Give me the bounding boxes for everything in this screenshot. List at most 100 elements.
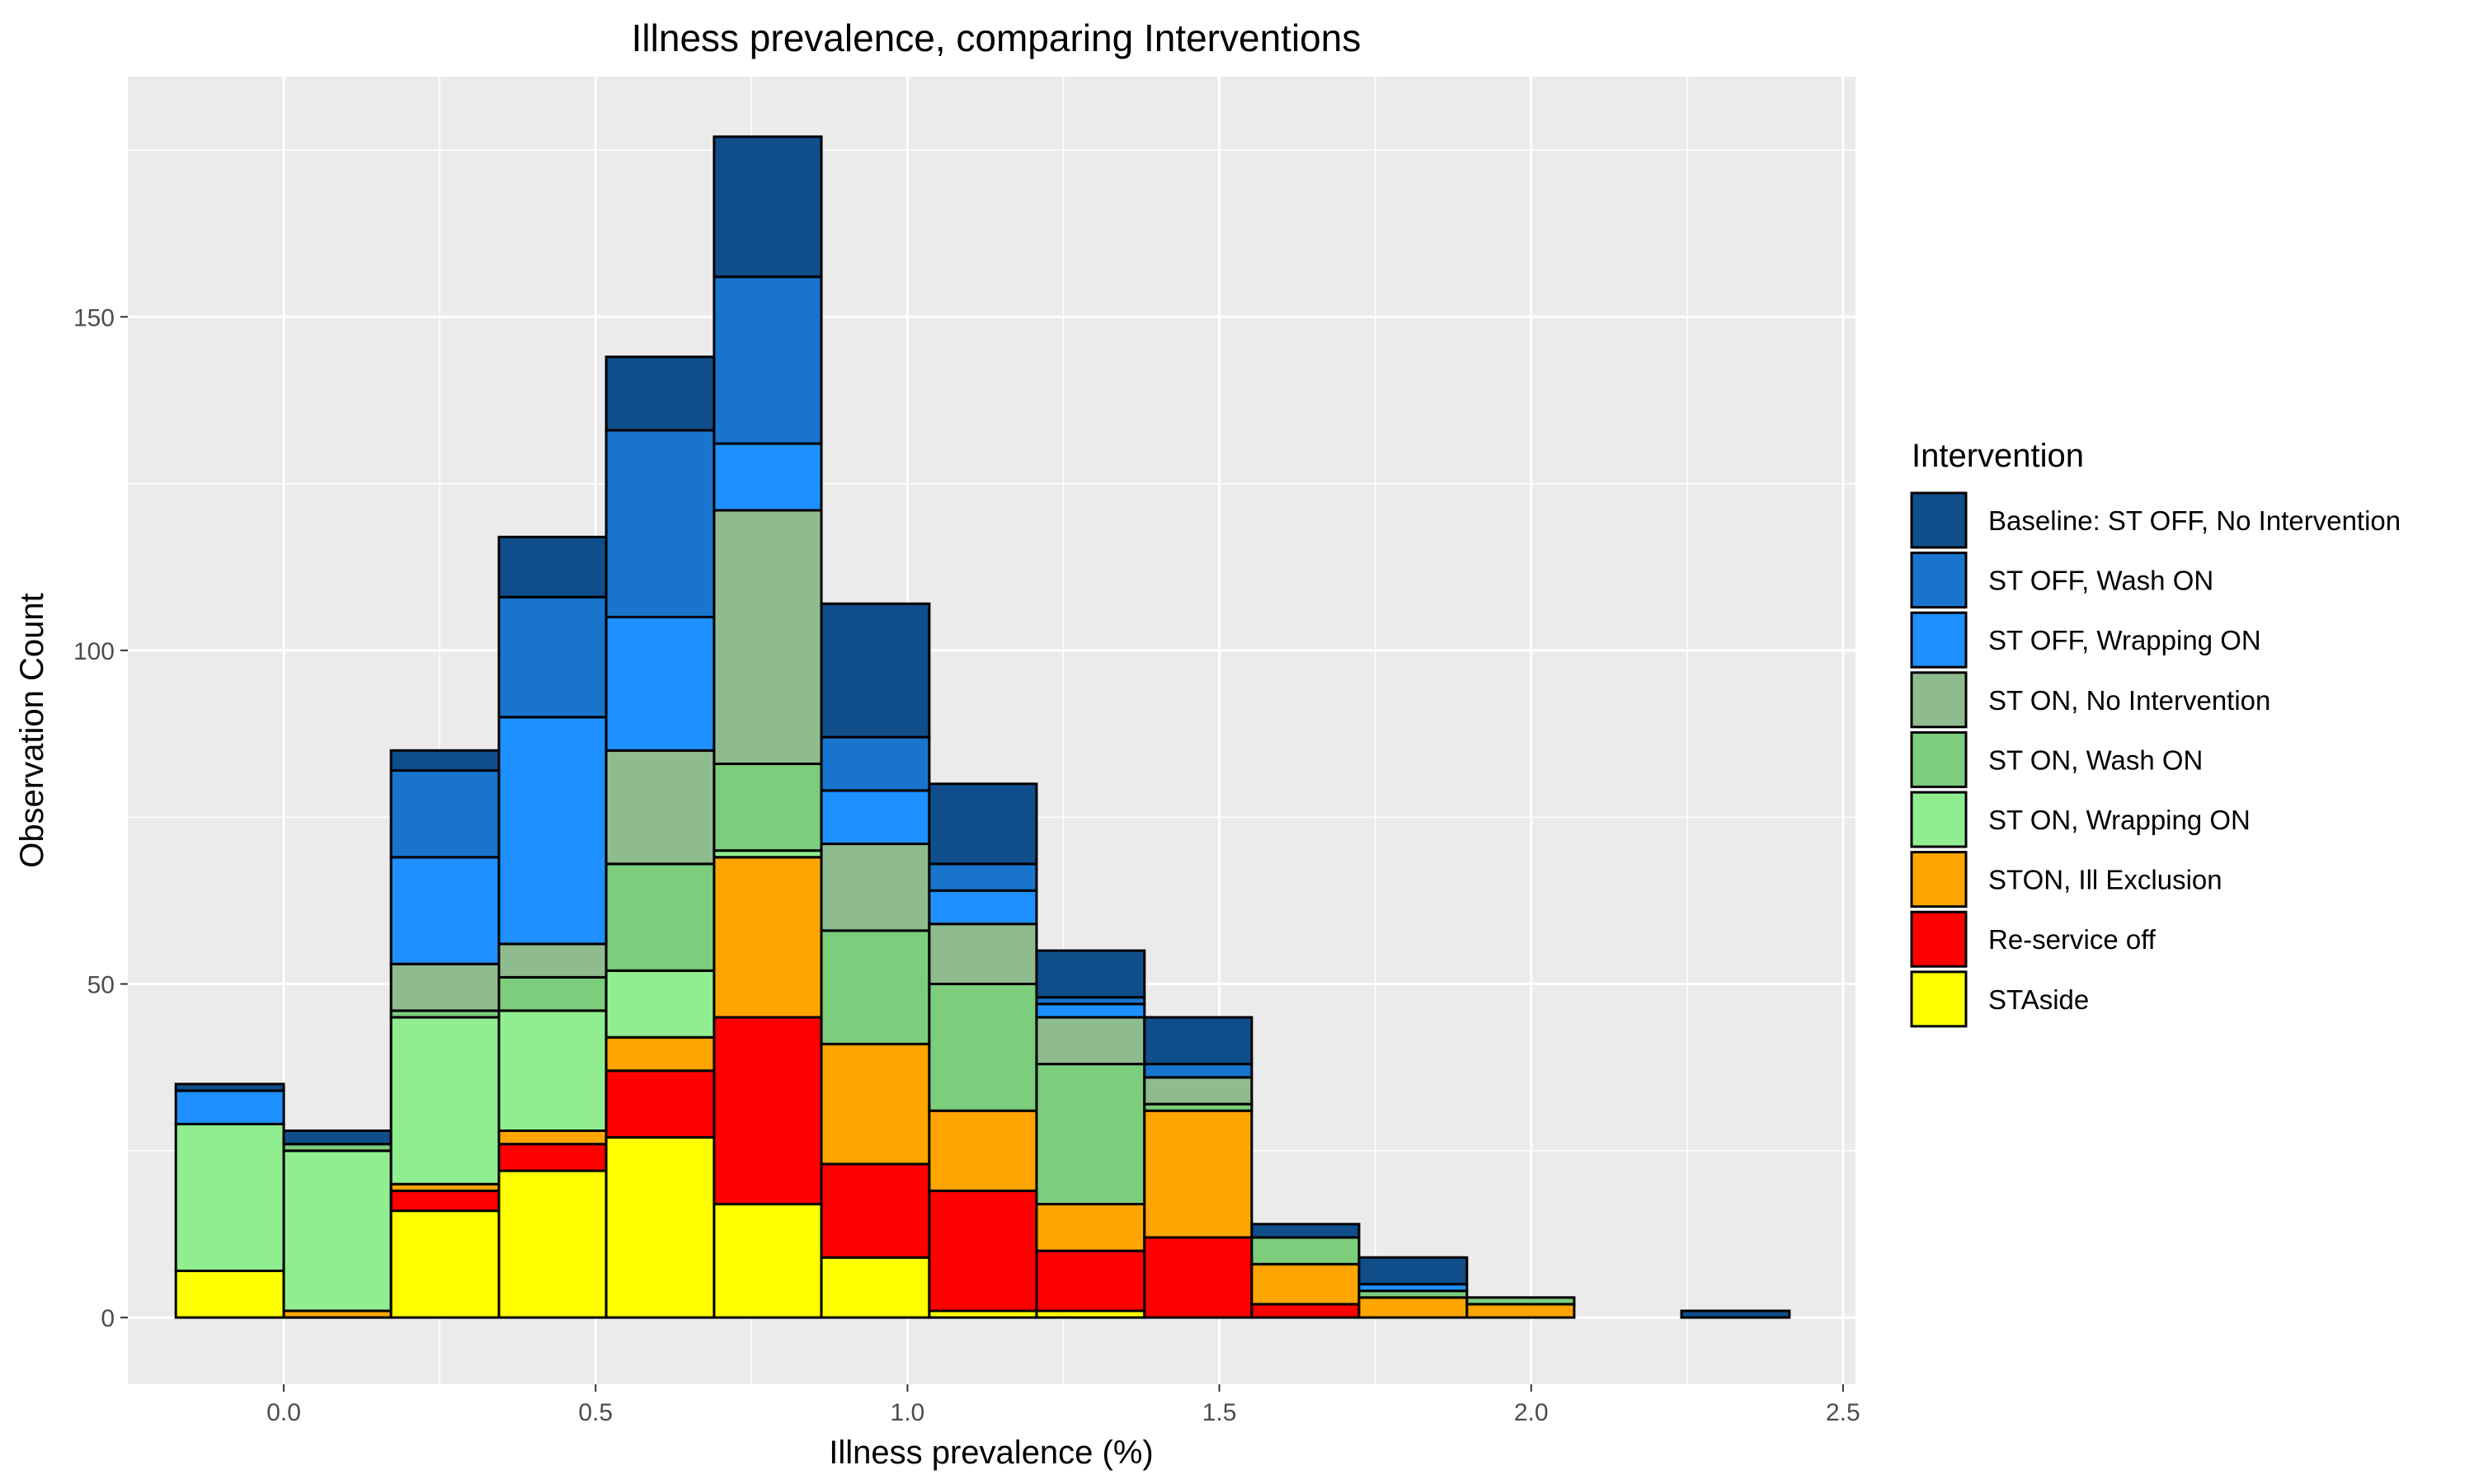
bar-segment <box>604 969 716 1039</box>
x-tick-label: 1.0 <box>891 1399 925 1426</box>
bar-segment <box>820 929 931 1045</box>
bar-segment <box>713 762 823 852</box>
legend: Intervention Baseline: ST OFF, No Interv… <box>1910 438 2401 1028</box>
bar-segment <box>389 1209 501 1319</box>
bar-segment <box>604 615 716 752</box>
bar-segment <box>1143 1063 1253 1079</box>
bar-segment <box>713 1203 823 1319</box>
bar-segment <box>497 535 608 599</box>
bar-segment <box>1035 1003 1146 1019</box>
bar-segment <box>1250 1223 1361 1239</box>
legend-label: ST ON, No Intervention <box>1988 685 2270 716</box>
bar-segment <box>820 1162 931 1259</box>
bar-stacks <box>174 135 1791 1319</box>
bar-segment <box>1465 1296 1576 1306</box>
bar-segment <box>820 1042 931 1166</box>
bar-segment <box>497 1169 608 1319</box>
x-tick-label: 0.0 <box>266 1399 301 1426</box>
bar-segment <box>1680 1309 1791 1319</box>
bar-segment <box>928 982 1038 1112</box>
bar-segment <box>928 862 1038 892</box>
bar-segment <box>1035 1203 1146 1252</box>
bar-segment <box>497 1143 608 1172</box>
bar-segment <box>604 862 716 972</box>
legend-label: ST OFF, Wrapping ON <box>1988 625 2261 655</box>
legend-key <box>1910 611 1968 669</box>
legend-key <box>1910 910 1968 968</box>
bar-segment <box>282 1149 393 1313</box>
bar-segment <box>820 843 931 932</box>
x-tick-label: 2.5 <box>1826 1399 1860 1426</box>
legend-title: Intervention <box>1912 438 2084 474</box>
bar-segment <box>928 1109 1038 1192</box>
y-axis-title: Observation Count <box>14 593 50 868</box>
bar-segment <box>497 1009 608 1133</box>
bar-segment <box>604 1036 716 1073</box>
y-tick-label: 0 <box>101 1305 115 1332</box>
bar-segment <box>389 962 501 1012</box>
bar-segment <box>389 769 501 859</box>
bar-segment <box>1465 1303 1576 1319</box>
legend-key <box>1910 851 1968 909</box>
legend-label: ST OFF, Wash ON <box>1988 566 2213 596</box>
bar-segment <box>604 1136 716 1319</box>
bar-segment <box>497 975 608 1012</box>
bar-segment <box>174 1122 285 1272</box>
bar-segment <box>820 789 931 846</box>
bar-segment <box>1250 1262 1361 1306</box>
bar-segment <box>604 355 716 432</box>
y-tick-label: 100 <box>73 638 115 665</box>
bar-segment <box>497 595 608 719</box>
bar-segment <box>1035 1016 1146 1066</box>
bar-segment <box>497 716 608 946</box>
legend-label: Baseline: ST OFF, No Intervention <box>1988 505 2401 536</box>
bar-segment <box>713 275 823 445</box>
bar-segment <box>1143 1016 1253 1066</box>
x-tick-label: 2.0 <box>1514 1399 1549 1426</box>
x-tick-label: 1.5 <box>1202 1399 1237 1426</box>
y-tick-label: 150 <box>73 304 115 331</box>
bar-segment <box>820 735 931 792</box>
bar-segment <box>713 856 823 1019</box>
bar-segment <box>389 1016 501 1186</box>
bar-segment <box>174 1089 285 1125</box>
bar-segment <box>713 509 823 765</box>
legend-key <box>1910 791 1968 848</box>
x-tick-label: 0.5 <box>578 1399 613 1426</box>
bar-segment <box>282 1129 393 1146</box>
bar-segment <box>389 749 501 773</box>
bar-segment <box>713 135 823 279</box>
bar-segment <box>1143 1236 1253 1319</box>
bar-segment <box>820 602 931 739</box>
chart-title: Illness prevalence, comparing Interventi… <box>632 16 1362 59</box>
x-axis: 0.0 0.5 1.0 1.5 2.0 2.5 <box>266 1384 1860 1426</box>
y-tick-label: 50 <box>87 971 115 998</box>
bar-segment <box>1035 949 1146 999</box>
bar-segment <box>928 782 1038 866</box>
bar-segment <box>604 429 716 618</box>
legend-label: ST ON, Wash ON <box>1988 744 2203 775</box>
legend-key <box>1910 671 1968 729</box>
bar-segment <box>928 923 1038 985</box>
bar-segment <box>497 1129 608 1146</box>
bar-segment <box>604 1069 716 1139</box>
legend-label: Re-service off <box>1988 924 2157 955</box>
legend-key <box>1910 491 1968 549</box>
bar-segment <box>713 442 823 512</box>
bar-segment <box>1143 1076 1253 1106</box>
legend-key <box>1910 970 1968 1028</box>
bar-segment <box>1035 1249 1146 1313</box>
bar-segment <box>174 1082 285 1092</box>
bar-segment <box>1357 1296 1469 1319</box>
legend-items: Baseline: ST OFF, No Intervention ST OFF,… <box>1910 491 2401 1028</box>
bar-segment <box>389 856 501 965</box>
bar-segment <box>389 1189 501 1213</box>
legend-label: STON, Ill Exclusion <box>1988 865 2222 895</box>
bar-segment <box>174 1269 285 1319</box>
legend-key <box>1910 552 1968 609</box>
bar-segment <box>1143 1109 1253 1239</box>
bar-segment <box>928 1189 1038 1313</box>
legend-key <box>1910 730 1968 788</box>
y-axis: 0 50 100 150 <box>73 304 128 1332</box>
